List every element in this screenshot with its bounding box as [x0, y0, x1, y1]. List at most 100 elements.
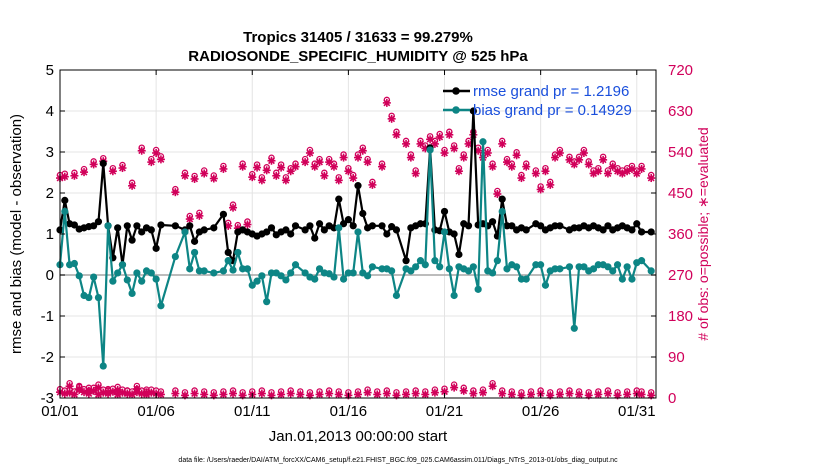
rmse-point [128, 236, 136, 244]
y-tick-label: -2 [41, 349, 54, 366]
count-evaluated-marker [334, 176, 343, 185]
count-evaluated-marker [450, 383, 459, 392]
count-evaluated-marker [551, 153, 560, 162]
bias-point [493, 257, 501, 265]
count-evaluated-marker [224, 221, 233, 230]
bias-point [421, 261, 429, 269]
count-evaluated-marker [286, 389, 295, 398]
bias-point [354, 228, 362, 236]
rmse-point [604, 222, 612, 230]
rmse-point [200, 226, 208, 234]
count-evaluated-marker [344, 167, 353, 176]
x-tick-label: 01/11 [234, 403, 270, 420]
rmse-point [464, 222, 473, 230]
bias-point [291, 261, 300, 269]
bias-point [440, 228, 449, 236]
count-evaluated-marker [156, 155, 165, 164]
count-evaluated-marker [469, 389, 478, 398]
count-evaluated-marker [488, 162, 497, 171]
count-evaluated-marker [647, 174, 656, 183]
rmse-point [94, 218, 103, 226]
count-evaluated-marker [291, 162, 300, 171]
count-evaluated-marker [546, 180, 555, 189]
count-evaluated-marker [440, 149, 449, 157]
bias-point [152, 275, 160, 283]
bias-point [503, 265, 511, 273]
count-marks [56, 96, 656, 400]
rmse-point [291, 222, 300, 230]
bias-point [570, 324, 578, 332]
bias-point [416, 257, 425, 265]
y-axis-label: rmse and bias (model - observation) [8, 114, 25, 354]
bias-point [488, 269, 497, 277]
x-ticks: 01/01 01/06 01/11 01/16 01/21 01/26 01/31 [41, 70, 656, 420]
count-evaluated-marker [296, 390, 305, 399]
rmse-point [599, 226, 607, 234]
y-tick-label: -1 [41, 308, 54, 325]
rmse-point [637, 228, 646, 236]
count-evaluated-marker [363, 388, 372, 397]
count-evaluated-marker [80, 168, 89, 177]
bias-point [311, 275, 319, 283]
bias-point [469, 263, 477, 271]
rmse-point [224, 248, 232, 257]
bias-point [556, 265, 564, 273]
bias-point [75, 272, 83, 280]
rmse-point [556, 222, 564, 230]
count-evaluated-marker [541, 167, 550, 176]
bias-point [450, 291, 458, 300]
y-right-tick-label: 630 [668, 103, 693, 120]
count-evaluated-marker [118, 164, 127, 173]
rmse-point [152, 244, 160, 252]
count-evaluated-marker [637, 390, 646, 399]
bias-point [349, 269, 357, 277]
rmse-point [368, 222, 377, 230]
count-evaluated-marker [315, 158, 324, 167]
bias-point [118, 261, 127, 269]
chart-title-line1: Tropics 31405 / 31633 = 99.279% [243, 29, 473, 46]
bias-point [513, 263, 521, 271]
bias-point [613, 261, 622, 269]
bias-point [219, 267, 228, 275]
count-evaluated-marker [320, 171, 329, 180]
rmse-point [450, 230, 458, 238]
count-evaluated-marker [483, 149, 492, 157]
rmse-point [440, 207, 449, 216]
bias-point [224, 257, 232, 265]
count-evaluated-marker [248, 173, 257, 182]
bias-point [388, 267, 396, 275]
count-evaluated-marker [354, 390, 362, 399]
count-evaluated-marker [190, 174, 199, 183]
bias-point [61, 207, 69, 216]
y-right-tick-label: 540 [668, 144, 693, 161]
bias-point [335, 224, 343, 232]
bias-point [94, 293, 103, 302]
rmse-point [123, 222, 131, 230]
count-evaluated-marker [373, 390, 382, 399]
count-evaluated-marker [200, 390, 209, 399]
count-evaluated-marker [301, 158, 310, 167]
bias-point [210, 269, 218, 277]
bias-point [580, 263, 588, 271]
bias-point [537, 261, 545, 269]
bias-point [474, 285, 482, 293]
rmse-point [301, 226, 309, 234]
count-evaluated-marker [200, 169, 209, 178]
count-evaluated-marker [411, 389, 420, 398]
count-evaluated-marker [531, 169, 540, 178]
bias-point [364, 272, 372, 280]
bias-point [186, 265, 194, 273]
bias-point [464, 267, 473, 275]
count-evaluated-marker [454, 167, 463, 176]
legend-rmse-marker [452, 87, 460, 95]
bias-point [431, 257, 439, 265]
bias-point [229, 266, 237, 274]
bias-point [604, 263, 612, 271]
count-evaluated-marker [190, 389, 199, 398]
x-tick-label: 01/21 [426, 403, 464, 420]
count-evaluated-marker [555, 149, 564, 157]
count-evaluated-marker [262, 166, 271, 175]
count-evaluated-marker [555, 390, 564, 399]
bias-point [339, 275, 348, 283]
